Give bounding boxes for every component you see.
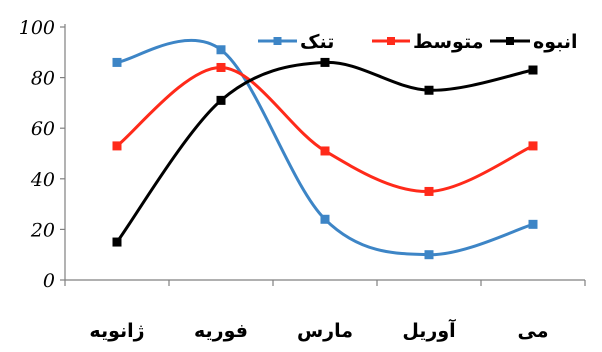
data-point-marker — [528, 65, 538, 75]
series-2 — [112, 62, 538, 196]
data-point-marker — [320, 214, 330, 224]
data-point-marker — [424, 85, 434, 95]
x-category-label: آوریل — [402, 318, 456, 342]
legend-label: تنک — [300, 31, 334, 53]
data-point-marker — [528, 219, 538, 229]
legend-entry: تنک — [258, 31, 334, 53]
data-point-marker — [112, 237, 122, 247]
x-category-label: فوریه — [194, 320, 248, 342]
data-point-marker — [528, 141, 538, 151]
y-tick-label: 80 — [31, 68, 55, 90]
x-category-label: ژانویه — [89, 320, 144, 342]
y-tick-label: 40 — [30, 169, 55, 191]
legend-label: انبوه — [533, 31, 578, 53]
legend-entry: متوسط — [372, 31, 483, 53]
y-tick-label: 60 — [31, 118, 55, 140]
data-point-marker — [424, 186, 434, 196]
series-line — [115, 60, 534, 243]
data-point-marker — [216, 45, 226, 55]
data-point-marker — [112, 57, 122, 67]
data-point-marker — [216, 62, 226, 72]
series-line — [116, 38, 534, 257]
legend-label: متوسط — [413, 31, 483, 53]
axes: 0 20 40 60 80 100 ژانویه فوریه مارس آوریل می — [19, 17, 586, 342]
data-point-marker — [112, 141, 122, 151]
legend-entry: انبوه — [490, 31, 578, 53]
series-layer — [112, 38, 538, 260]
x-category-label: مارس — [297, 320, 353, 342]
y-tick-label: 100 — [19, 17, 55, 39]
y-tick-label: 0 — [43, 270, 55, 292]
data-point-marker — [320, 57, 330, 67]
series-1 — [112, 38, 538, 260]
legend: تنک متوسط انبوه — [258, 31, 578, 53]
legend-swatch-marker — [273, 37, 282, 45]
y-tick-label: 20 — [30, 219, 55, 241]
legend-swatch-marker — [506, 37, 514, 45]
legend-swatch-marker — [387, 37, 395, 45]
x-category-label: می — [518, 320, 549, 342]
data-point-marker — [424, 250, 434, 260]
data-point-marker — [320, 146, 330, 156]
data-point-marker — [216, 95, 226, 105]
series-3 — [112, 57, 538, 247]
